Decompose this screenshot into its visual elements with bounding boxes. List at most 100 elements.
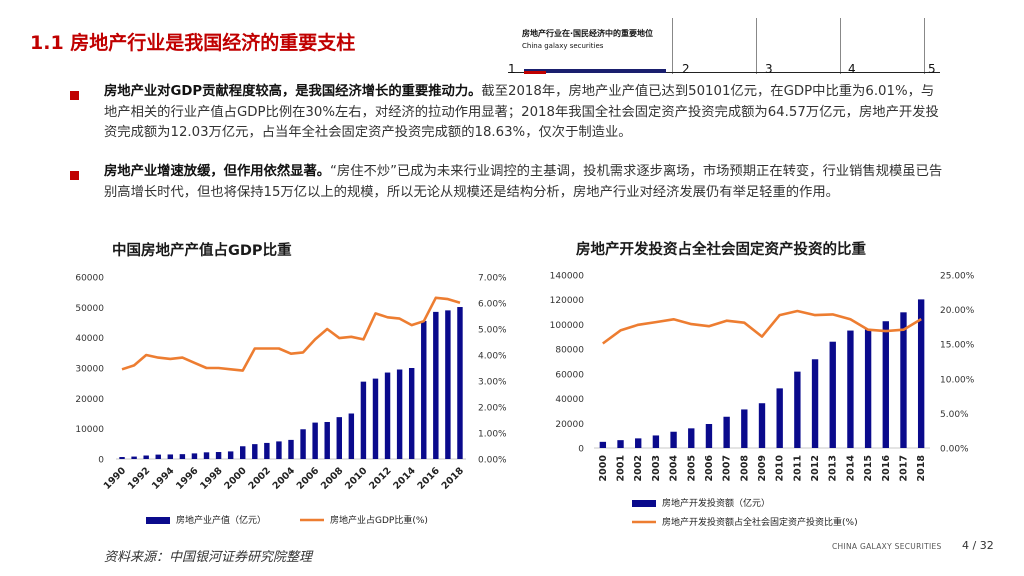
bullet-2-text: “房住不炒”已成为未来行业调控的主基调，投机需求逐步离场，市场预期正在转变，行业… [104, 164, 943, 200]
bar-2011 [794, 371, 801, 448]
x-tick-label: 2009 [757, 455, 768, 481]
legend-label: 房地产业占GDP比重(%) [330, 514, 428, 526]
x-tick-label: 2016 [881, 455, 892, 482]
bar-2010 [776, 388, 783, 448]
y-right-tick-label: 5.00% [478, 326, 507, 336]
x-tick-label: 2015 [863, 455, 874, 481]
y-right-tick-label: 4.00% [478, 352, 507, 362]
bar-2000 [599, 441, 607, 448]
bar-2003 [276, 441, 282, 459]
bar-1999 [227, 451, 234, 459]
nav-divider [840, 18, 841, 74]
bar-2010 [360, 381, 367, 459]
bar-2014 [408, 368, 415, 459]
x-tick-label: 2005 [686, 455, 697, 481]
x-tick-label: 1996 [174, 465, 201, 492]
x-tick-label: 2014 [391, 465, 418, 492]
bullet-paragraph-2: 房地产业增速放缓，但作用依然显著。“房住不炒”已成为未来行业调控的主基调，投机需… [104, 162, 946, 203]
bar-2016 [882, 321, 889, 448]
x-tick-label: 2002 [633, 455, 644, 481]
bar-2005 [688, 428, 695, 448]
bar-2009 [348, 413, 355, 459]
bullet-1-text: 截至2018年，房地产业产值已达到50101亿元，在GDP中比重为6.01%，与… [104, 84, 939, 140]
bar-2008 [741, 409, 748, 448]
x-tick-label: 2007 [722, 455, 733, 481]
x-tick-label: 2006 [295, 465, 322, 492]
x-tick-label: 2002 [247, 465, 273, 491]
bar-2009 [758, 403, 766, 448]
x-tick-label: 2010 [775, 455, 786, 482]
bar-2004 [670, 431, 677, 448]
x-tick-label: 2010 [343, 465, 370, 492]
y-left-tick-label: 0 [578, 445, 584, 455]
y-left-tick-label: 10000 [75, 425, 104, 435]
bullet-marker [70, 171, 79, 180]
bar-2006 [705, 423, 713, 448]
bar-2014 [847, 330, 854, 448]
bar-2018 [917, 299, 925, 448]
y-right-tick-label: 15.00% [940, 341, 975, 351]
bar-1997 [203, 452, 210, 459]
x-tick-label: 2014 [845, 455, 856, 482]
bar-2007 [324, 421, 330, 459]
legend-label: 房地产业产值（亿元） [176, 514, 266, 526]
nav-rule [508, 72, 940, 73]
x-tick-label: 2004 [271, 465, 298, 492]
chart-1-title: 中国房地产产值占GDP比重 [112, 243, 292, 259]
x-tick-label: 2018 [440, 465, 467, 492]
bar-2005 [300, 429, 306, 459]
source-note: 资料来源：中国银河证券研究院整理 [104, 550, 313, 565]
y-left-tick-label: 120000 [550, 296, 585, 306]
bar-2012 [811, 359, 819, 448]
bar-2018 [457, 307, 463, 459]
footer-brand: CHINA GALAXY SECURITIES [832, 542, 942, 551]
x-tick-label: 2018 [916, 455, 927, 482]
bar-2017 [900, 312, 907, 448]
nav-divider [924, 18, 925, 74]
bar-2017 [445, 310, 451, 459]
bar-1992 [143, 455, 149, 459]
legend-swatch-bars [632, 500, 656, 507]
bar-2003 [652, 435, 660, 448]
bullet-1-lead: 房地产业对GDP贡献程度较高，是我国经济增长的重要推动力。 [104, 84, 482, 99]
share-line-series [121, 296, 461, 372]
chart-1-gdp-share: 0 10000 20000 30000 40000 50000 60000 0.00% 1.00… [75, 274, 507, 527]
x-tick-label: 2012 [810, 455, 821, 481]
chart-2-investment-share: 0 20000 40000 60000 80000 100000 120000 140000 0… [550, 272, 975, 529]
bar-2011 [372, 378, 379, 459]
y-right-tick-label: 0.00% [478, 456, 507, 466]
nav-section-3[interactable]: 3 [765, 62, 773, 76]
nav-section-2[interactable]: 2 [682, 62, 690, 76]
bullet-2-lead: 房地产业增速放缓，但作用依然显著。 [104, 164, 331, 179]
nav-section-4[interactable]: 4 [848, 62, 856, 76]
x-tick-label: 1990 [102, 465, 129, 492]
legend-label: 房地产开发投资额（亿元） [662, 497, 770, 509]
x-tick-label: 1992 [126, 465, 152, 491]
x-tick-label: 2003 [651, 455, 662, 481]
x-tick-label: 2001 [616, 455, 627, 481]
legend-swatch-bars [146, 517, 170, 524]
y-right-tick-label: 6.00% [478, 300, 507, 310]
bar-2012 [384, 372, 391, 459]
x-tick-label: 2012 [367, 465, 393, 491]
bar-2001 [252, 444, 258, 459]
bar-2002 [264, 442, 270, 459]
y-left-tick-label: 140000 [550, 272, 585, 282]
bullet-paragraph-1: 房地产业对GDP贡献程度较高，是我国经济增长的重要推动力。截至2018年，房地产… [104, 82, 946, 144]
bar-1995 [179, 454, 186, 459]
nav-divider [672, 18, 673, 74]
y-right-tick-label: 1.00% [478, 430, 507, 440]
nav-section-5[interactable]: 5 [928, 62, 936, 76]
legend-label: 房地产开发投资额占全社会固定资产投资比重(%) [662, 516, 858, 528]
bar-1993 [155, 454, 161, 459]
bar-2006 [312, 422, 318, 459]
y-left-tick-label: 60000 [75, 274, 104, 284]
bar-2002 [635, 438, 642, 448]
y-left-tick-label: 40000 [75, 334, 104, 344]
x-tick-label: 2008 [319, 465, 346, 492]
nav-section-1[interactable]: 1 [508, 62, 516, 76]
x-tick-label: 2004 [669, 455, 680, 482]
y-right-tick-label: 5.00% [940, 410, 969, 420]
page-title: 1.1 房地产行业是我国经济的重要支柱 [30, 32, 356, 54]
y-left-tick-label: 60000 [555, 370, 584, 380]
